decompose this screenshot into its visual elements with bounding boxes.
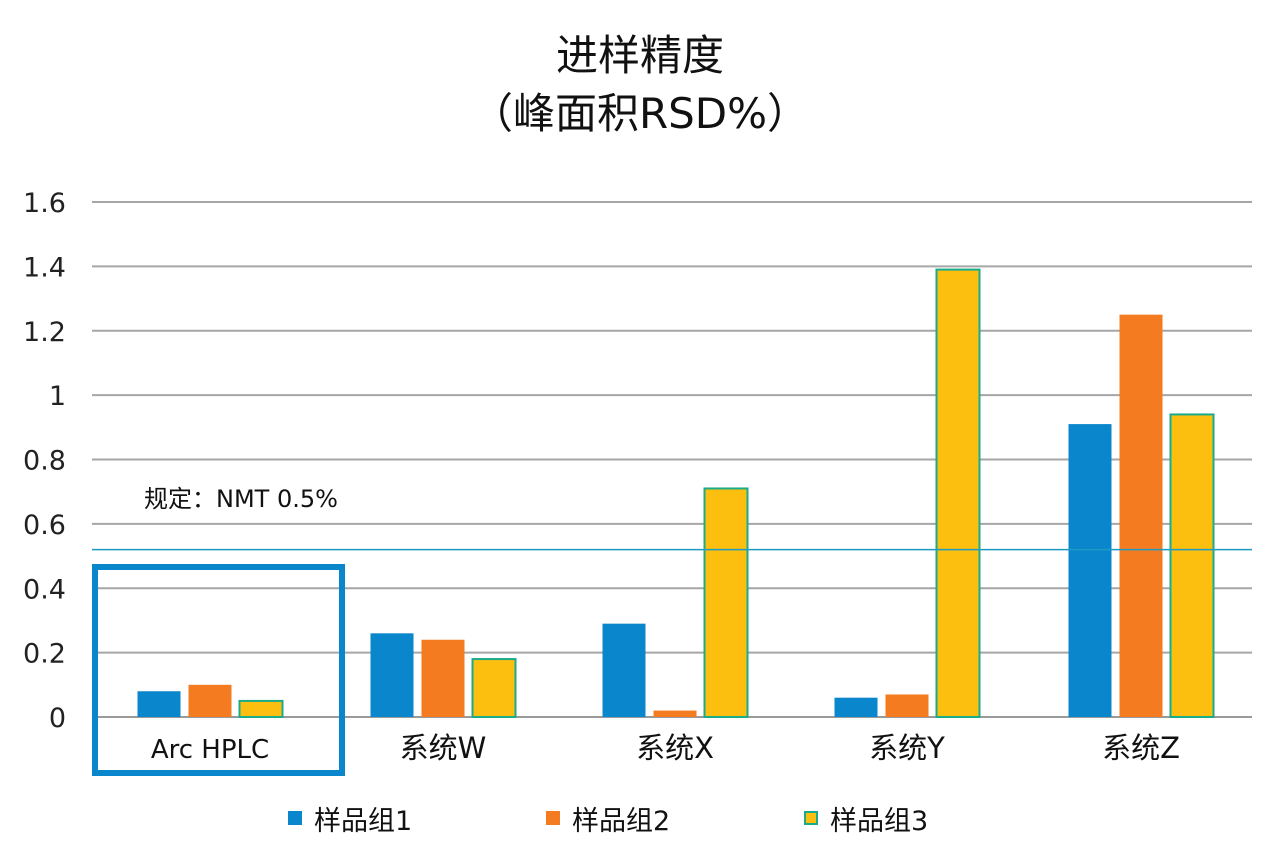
bar-series-2-4 — [885, 694, 929, 717]
y-tick-label: 0.2 — [23, 639, 66, 670]
bar-series-1-4 — [834, 697, 878, 717]
y-tick-label: 0.6 — [23, 510, 66, 541]
y-tick-label: 1.2 — [23, 317, 66, 348]
legend-label-series-3: 样品组3 — [830, 805, 929, 837]
bar-series-1-2 — [370, 633, 414, 717]
legend-swatch-series-1 — [288, 811, 302, 825]
chart-subtitle: （峰面积RSD%） — [470, 89, 810, 138]
category-label-5: 系统Z — [1102, 731, 1180, 765]
legend: 样品组1 样品组2 样品组3 — [0, 798, 1280, 838]
bar-series-2-2 — [421, 639, 465, 717]
legend-item-series-3: 样品组3 — [804, 798, 928, 838]
bar-series-3-5 — [1169, 413, 1215, 718]
bar-series-2-3 — [653, 710, 697, 717]
bar-series-3-2 — [471, 658, 517, 718]
highlight-box — [92, 564, 345, 776]
y-tick-label: 0.8 — [23, 446, 66, 477]
y-tick-label: 1 — [49, 381, 66, 412]
bar-series-2-1 — [188, 684, 232, 717]
legend-item-series-2: 样品组2 — [546, 798, 670, 838]
reference-line-label: 规定：NMT 0.5% — [144, 485, 338, 513]
bar-series-3-4 — [935, 268, 981, 718]
bar-series-2-5 — [1119, 314, 1163, 717]
chart-title: 进样精度 — [555, 31, 724, 80]
bar-series-1-1 — [137, 691, 181, 717]
y-tick-label: 1.4 — [23, 252, 66, 283]
bar-series-1-5 — [1068, 424, 1112, 717]
category-label-3: 系统X — [636, 731, 714, 765]
legend-label-series-1: 样品组1 — [314, 805, 413, 837]
category-label-2: 系统W — [400, 731, 487, 765]
y-tick-label: 1.6 — [23, 188, 66, 219]
bar-series-3-1 — [238, 699, 284, 718]
bar-chart: 0 0.2 0.4 0.6 0.8 1 1.2 1.4 1.6 规定：NMT 0.5% Arc HP… — [23, 188, 1252, 776]
legend-swatch-series-3 — [804, 811, 818, 825]
bar-series-3-3 — [703, 487, 749, 718]
legend-item-series-1: 样品组1 — [288, 798, 412, 838]
legend-swatch-series-2 — [546, 811, 560, 825]
bar-series-1-3 — [602, 623, 646, 717]
legend-label-series-2: 样品组2 — [572, 805, 671, 837]
category-label-1: Arc HPLC — [151, 735, 269, 765]
y-tick-label: 0.4 — [23, 574, 66, 605]
category-label-4: 系统Y — [869, 731, 945, 765]
y-tick-label: 0 — [49, 703, 66, 734]
